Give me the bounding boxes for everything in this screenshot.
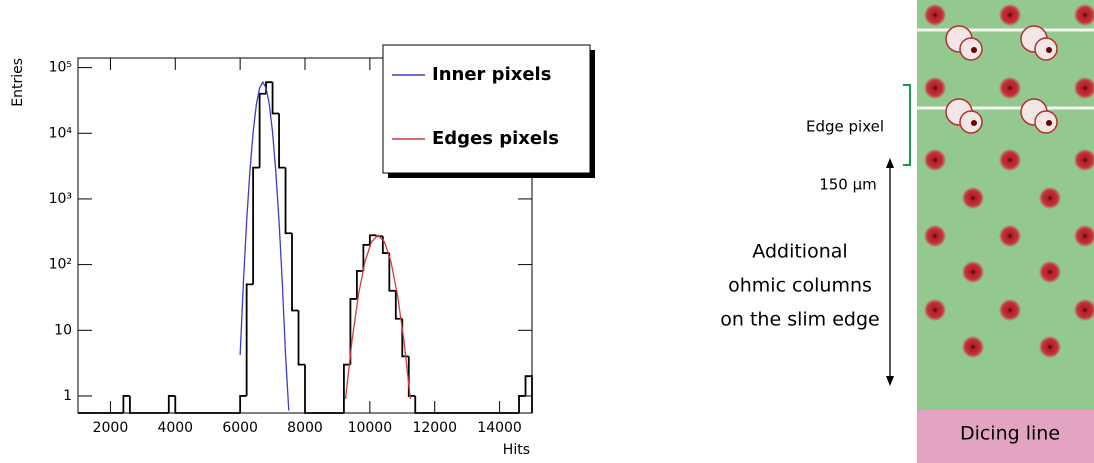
column-dot — [999, 4, 1021, 26]
histogram-bin — [239, 395, 247, 413]
column-dot — [999, 149, 1021, 171]
histogram-bin — [252, 166, 260, 285]
y-tick-label: 10 — [54, 322, 72, 338]
annotations: Edge pixel 150 µm Additional ohmic colum… — [720, 84, 1060, 445]
bump-pad — [959, 37, 983, 61]
histogram-bin — [291, 233, 299, 312]
bump-dot — [971, 120, 977, 126]
histogram-bin — [381, 236, 390, 254]
histogram-bin — [258, 92, 267, 168]
y-tick-label: 10³ — [49, 191, 72, 207]
x-tick-label: 2000 — [93, 420, 129, 436]
column-dot — [1074, 4, 1094, 26]
column-dot — [924, 77, 946, 99]
histogram-bin — [122, 395, 130, 413]
x-tick-label: 6000 — [222, 420, 258, 436]
dicing-region — [917, 410, 1094, 463]
edge-pixel-label: Edge pixel — [806, 118, 884, 136]
legend-label: Inner pixels — [432, 64, 551, 85]
histogram-bin — [388, 253, 396, 292]
column-dot — [1074, 299, 1094, 321]
column-dot — [924, 225, 946, 247]
x-axis-title: Hits — [503, 442, 530, 458]
column-dot — [1039, 336, 1061, 358]
histogram-bin — [394, 290, 403, 320]
histogram-bin — [524, 375, 533, 413]
histogram-bin — [284, 167, 293, 235]
legend-box — [382, 44, 591, 174]
column-dot — [924, 4, 946, 26]
fit-line — [344, 234, 412, 400]
column-dot — [962, 261, 984, 283]
legend-label: Edges pixels — [432, 128, 559, 149]
histogram-bin — [414, 395, 422, 414]
x-tick-label: 8000 — [287, 420, 323, 436]
histogram-bin — [174, 395, 182, 414]
histogram-bin — [128, 395, 137, 414]
fit-line — [239, 80, 290, 411]
ohmic-label: ohmic columns — [728, 275, 872, 297]
column-dot — [924, 149, 946, 171]
histogram-bin — [245, 283, 254, 396]
histogram-bin — [349, 298, 357, 365]
histogram-bin — [518, 395, 526, 413]
column-dot — [1039, 187, 1061, 209]
edge-bracket — [903, 84, 911, 166]
column-dot — [1074, 149, 1094, 171]
histogram-bin — [362, 243, 370, 271]
histogram-bin — [278, 113, 286, 169]
ohmic-label: on the slim edge — [720, 309, 879, 331]
x-tick-label: 14000 — [477, 420, 522, 436]
x-tick-label: 4000 — [157, 420, 193, 436]
y-tick-label: 1 — [63, 388, 72, 404]
histogram-bin — [368, 234, 377, 245]
column-dot — [962, 336, 984, 358]
column-dot — [999, 225, 1021, 247]
histogram-bin — [355, 270, 364, 299]
histogram-plot: 2000 4000 6000 8000 10000 12000 14000 1 10 10² 10³… — [10, 44, 595, 458]
x-tick-label: 10000 — [348, 420, 393, 436]
column-dot — [962, 187, 984, 209]
bump-pad — [1034, 37, 1058, 61]
x-tick-label: 12000 — [412, 420, 457, 436]
bump-dot — [971, 47, 977, 53]
column-dot — [1039, 261, 1061, 283]
y-axis-title: Entries — [10, 58, 26, 107]
histogram-bin — [304, 364, 312, 414]
histogram-bin — [167, 395, 176, 413]
bump-pad — [1034, 110, 1058, 134]
histogram-bin — [297, 310, 305, 366]
photo — [917, 0, 1094, 463]
histogram-bin — [407, 356, 416, 397]
bump-pad — [959, 110, 983, 134]
bump-dot — [1046, 120, 1052, 126]
ohmic-label: Additional — [752, 241, 847, 263]
column-dot — [1074, 225, 1094, 247]
histogram-bin — [343, 363, 351, 413]
y-tick-label: 10⁴ — [49, 125, 73, 141]
dicing-label: Dicing line — [960, 423, 1060, 445]
pitch-label: 150 µm — [819, 176, 877, 194]
column-dot — [924, 299, 946, 321]
column-dot — [1074, 77, 1094, 99]
y-tick-label: 10² — [49, 257, 72, 273]
column-dot — [999, 77, 1021, 99]
column-dot — [999, 299, 1021, 321]
bump-dot — [1046, 47, 1052, 53]
y-tick-label: 10⁵ — [49, 60, 72, 76]
sensor-surface — [917, 0, 1094, 410]
histogram-bin — [271, 82, 280, 115]
